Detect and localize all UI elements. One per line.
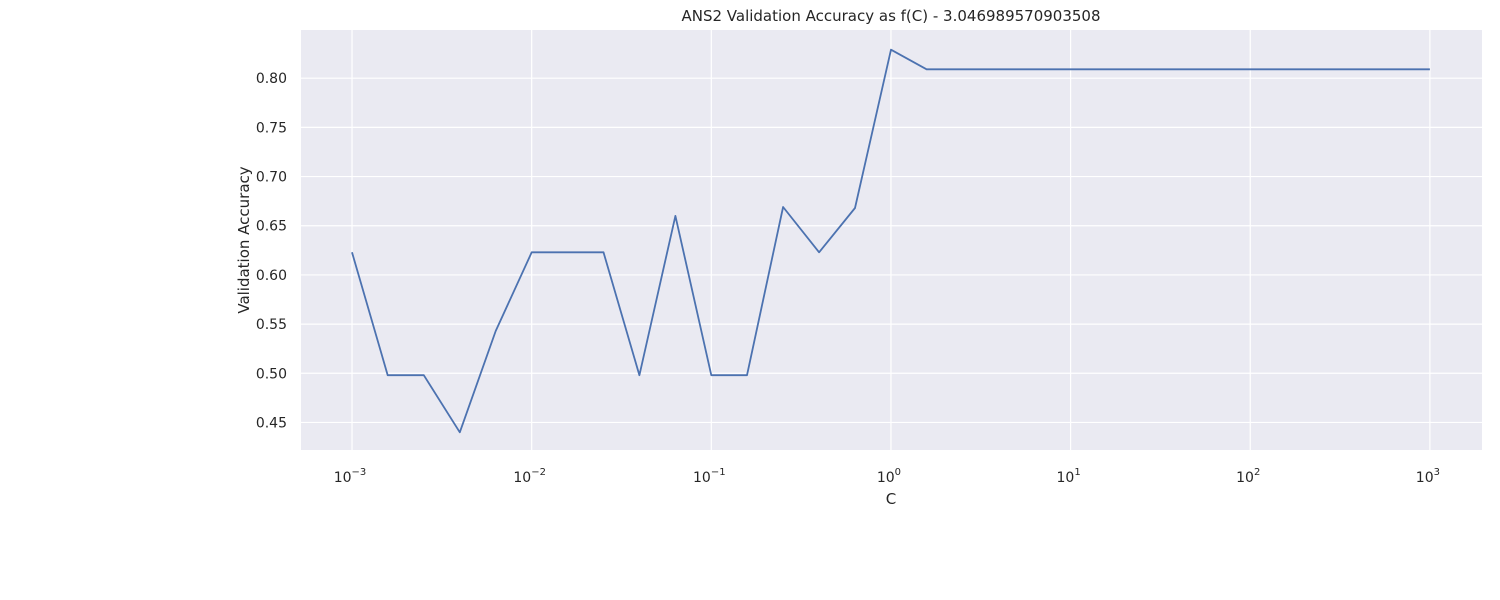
y-tick-label: 0.50 <box>256 366 287 382</box>
chart-title: ANS2 Validation Accuracy as f(C) - 3.046… <box>681 7 1100 25</box>
y-tick-label: 0.75 <box>256 120 287 136</box>
x-gridlines <box>351 30 1431 450</box>
y-tick-label: 0.60 <box>256 268 287 284</box>
y-tick-label: 0.80 <box>256 71 287 87</box>
x-tick-label: 101 <box>1057 467 1081 486</box>
y-tick-labels: 0.45 0.50 0.55 0.60 0.65 0.70 0.75 0.80 <box>256 71 287 431</box>
y-tick-label: 0.55 <box>256 317 287 333</box>
y-tick-label: 0.45 <box>256 415 287 431</box>
x-tick-label: 100 <box>877 467 901 486</box>
x-tick-label: 102 <box>1236 467 1260 486</box>
x-axis-label: C <box>886 490 896 508</box>
x-tick-label: 103 <box>1416 467 1440 486</box>
y-tick-label: 0.65 <box>256 219 287 235</box>
y-axis-label: Validation Accuracy <box>235 166 253 313</box>
x-tick-label: 10−1 <box>693 467 726 486</box>
y-tick-label: 0.70 <box>256 170 287 186</box>
x-tick-labels: 10−3 10−2 10−1 100 101 102 103 <box>334 467 1440 486</box>
data-points <box>352 49 1430 433</box>
series-line <box>351 48 1430 434</box>
x-tick-label: 10−3 <box>334 467 367 486</box>
x-tick-label: 10−2 <box>513 467 546 486</box>
